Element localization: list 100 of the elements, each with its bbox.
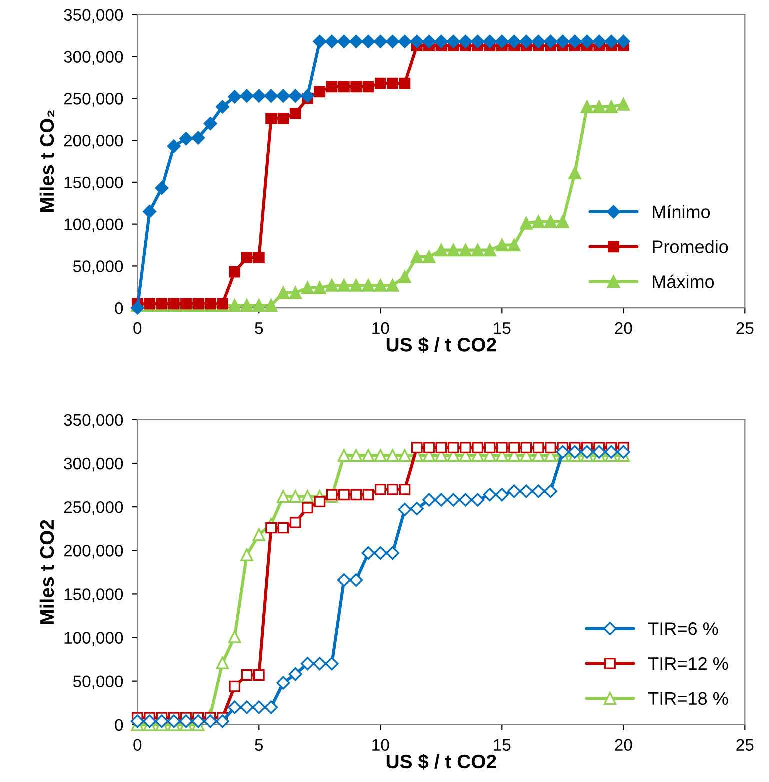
point xyxy=(338,449,351,462)
point xyxy=(289,490,302,504)
x-tick-label: 5 xyxy=(255,739,264,752)
point xyxy=(605,100,618,114)
point xyxy=(434,493,448,507)
y-tick-label: 250,000 xyxy=(64,93,124,107)
point xyxy=(508,34,522,48)
point xyxy=(411,442,423,454)
point xyxy=(301,490,314,504)
point xyxy=(180,132,193,146)
point xyxy=(278,113,290,124)
y-tick-label: 300,000 xyxy=(64,51,124,65)
point xyxy=(337,34,351,48)
point xyxy=(495,34,509,48)
y-tick-label: 150,000 xyxy=(64,588,124,602)
legend-label: TIR=6 % xyxy=(648,622,718,636)
point xyxy=(228,90,242,104)
point xyxy=(484,442,496,454)
point xyxy=(314,496,326,508)
point xyxy=(204,714,218,728)
point xyxy=(374,546,388,560)
point xyxy=(386,279,400,292)
point xyxy=(337,574,351,587)
point xyxy=(604,445,618,459)
point xyxy=(520,34,534,48)
point xyxy=(302,502,314,514)
point xyxy=(204,117,218,131)
point xyxy=(374,34,388,48)
point xyxy=(362,489,374,501)
point xyxy=(143,714,157,728)
point xyxy=(386,546,400,560)
point xyxy=(447,244,460,257)
point xyxy=(278,522,290,534)
point xyxy=(544,34,558,48)
point xyxy=(459,244,472,257)
point xyxy=(143,205,157,218)
point xyxy=(264,89,278,103)
point xyxy=(399,78,411,90)
y-tick-label: 100,000 xyxy=(64,632,124,646)
y-tick-label: 0 xyxy=(115,719,124,732)
point xyxy=(434,34,448,48)
point xyxy=(313,34,327,48)
point xyxy=(483,34,497,48)
y-axis-title: Miles t CO₂ xyxy=(40,110,55,212)
point xyxy=(592,34,606,48)
point xyxy=(362,449,375,462)
point xyxy=(568,445,582,459)
point xyxy=(289,286,302,300)
point xyxy=(240,548,254,562)
point xyxy=(374,78,386,90)
point xyxy=(276,89,290,103)
point xyxy=(192,714,206,728)
point xyxy=(508,238,521,252)
point xyxy=(446,493,460,507)
point xyxy=(436,442,448,454)
point xyxy=(130,714,144,728)
x-tick-label: 5 xyxy=(255,322,264,334)
point xyxy=(387,78,398,90)
point xyxy=(325,657,339,671)
point xyxy=(520,217,533,230)
point xyxy=(471,244,484,257)
point xyxy=(458,493,472,507)
point xyxy=(216,656,230,670)
point xyxy=(130,301,144,315)
point xyxy=(326,81,338,93)
x-tick-label: 10 xyxy=(372,322,390,334)
point xyxy=(458,34,472,48)
point xyxy=(410,34,424,48)
point xyxy=(241,252,253,264)
point xyxy=(290,517,302,528)
point xyxy=(374,449,388,462)
x-tick-label: 15 xyxy=(494,322,511,334)
point xyxy=(277,490,290,504)
point xyxy=(240,700,254,714)
point xyxy=(326,279,338,292)
point xyxy=(240,299,254,312)
point xyxy=(252,700,266,714)
point xyxy=(288,668,302,682)
y-tick-label: 0 xyxy=(115,302,124,314)
point xyxy=(532,215,545,228)
point xyxy=(253,252,265,264)
point xyxy=(386,449,400,462)
legend-label: Mínimo xyxy=(653,205,710,219)
point xyxy=(350,34,364,48)
point xyxy=(580,100,594,114)
x-tick-label: 10 xyxy=(372,739,390,752)
point xyxy=(350,279,363,292)
y-tick-label: 150,000 xyxy=(64,176,124,191)
point xyxy=(580,445,594,459)
point xyxy=(229,266,241,278)
x-axis-title: US $ / t CO2 xyxy=(386,337,496,354)
point xyxy=(592,100,606,114)
point xyxy=(338,489,350,501)
y-tick-label: 100,000 xyxy=(64,218,124,232)
point xyxy=(301,282,314,294)
legend-label: TIR=12 % xyxy=(648,657,728,670)
point xyxy=(520,484,534,498)
x-tick-label: 0 xyxy=(134,322,142,334)
point xyxy=(435,244,448,257)
point xyxy=(216,100,230,114)
